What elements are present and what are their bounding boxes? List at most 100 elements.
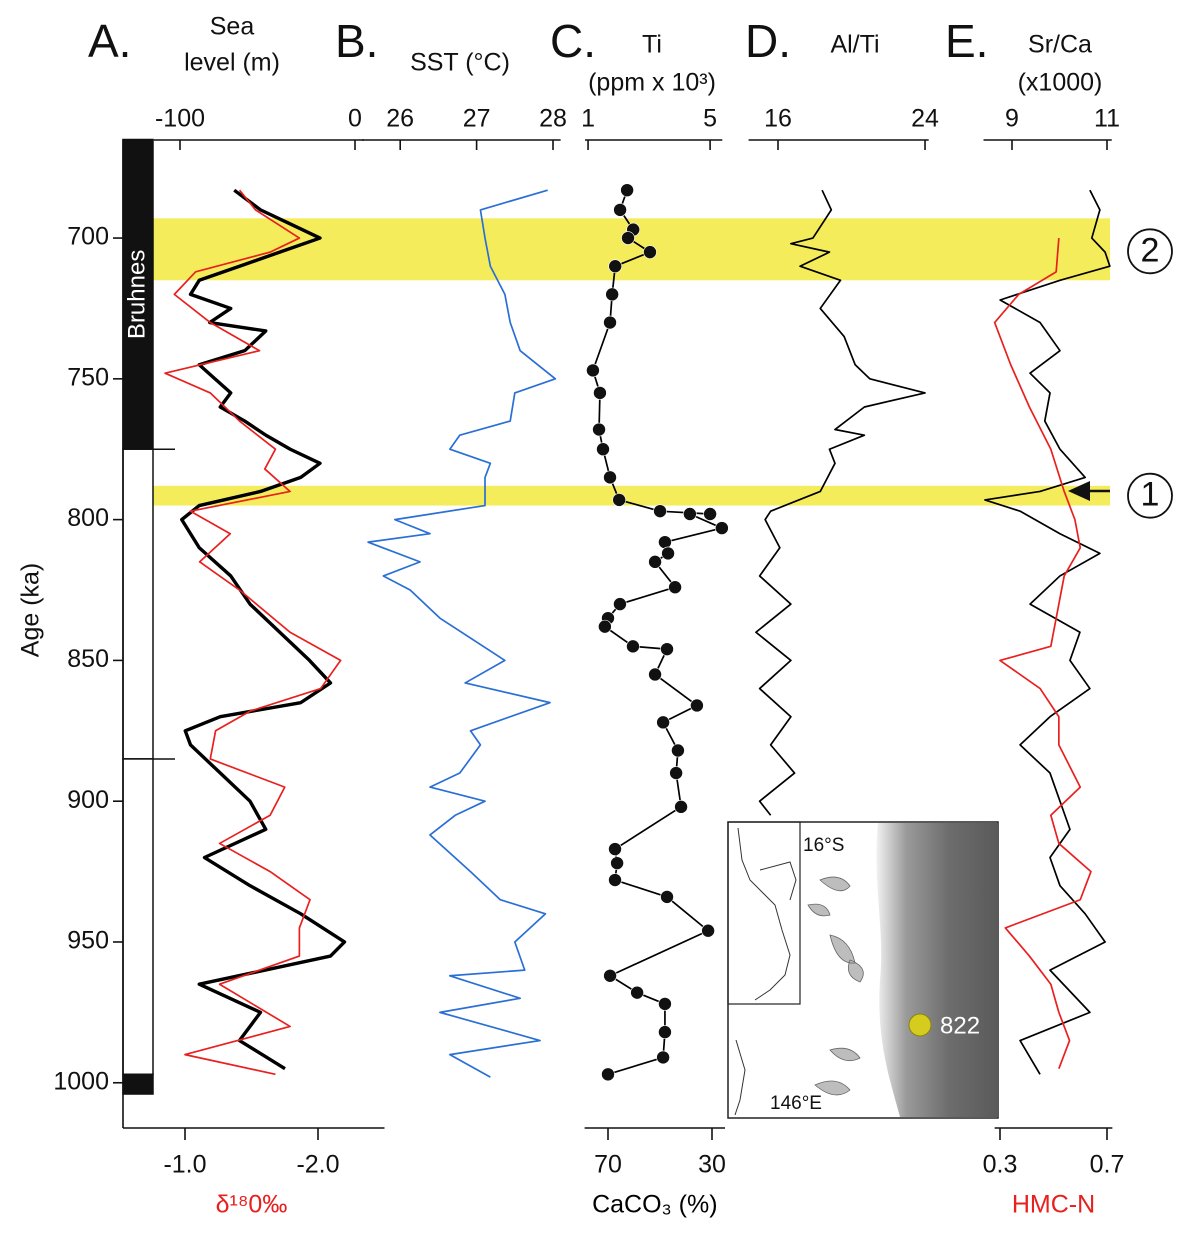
- data-point: [671, 744, 684, 757]
- panel-letter: E.: [945, 15, 988, 67]
- x-tick-label: 5: [703, 105, 717, 133]
- data-point: [704, 507, 717, 520]
- data-point: [602, 1068, 615, 1081]
- x-tick-label: 9: [1005, 105, 1019, 133]
- data-point: [626, 640, 639, 653]
- data-point: [661, 643, 674, 656]
- data-point: [604, 471, 617, 484]
- data-point: [654, 505, 667, 518]
- data-point: [662, 547, 675, 560]
- data-point: [597, 443, 610, 456]
- x2-axis-label: CaCO₃ (%): [592, 1191, 717, 1219]
- data-line: [368, 190, 555, 1077]
- panel-title: level (m): [184, 49, 280, 77]
- panel-title: Al/Ti: [830, 31, 879, 59]
- y-tick-label: 950: [67, 927, 109, 955]
- data-point: [643, 246, 656, 259]
- data-point: [613, 598, 626, 611]
- panel-title: Ti: [642, 31, 662, 59]
- data-point: [586, 364, 599, 377]
- panel-letter: D.: [745, 15, 791, 67]
- x-tick-label: 27: [463, 105, 491, 133]
- event-label: 1: [1141, 476, 1160, 514]
- polarity-chron: [123, 449, 153, 759]
- x-tick-label: 11: [1094, 105, 1120, 133]
- figure: 21Bruhnes7007508008509009501000Age (ka)A…: [0, 0, 1192, 1236]
- x2-tick-label: 30: [698, 1151, 726, 1179]
- data-point: [613, 493, 626, 506]
- x2-axis-label: δ¹⁸0‰: [216, 1191, 288, 1219]
- x2-tick-label: -1.0: [163, 1151, 206, 1179]
- data-line: [165, 190, 341, 1074]
- x2-tick-label: 0.7: [1090, 1151, 1125, 1179]
- data-point: [669, 581, 682, 594]
- polarity-chron: [123, 759, 153, 1074]
- data-point: [614, 203, 627, 216]
- x-tick-label: -100: [155, 105, 205, 133]
- data-point: [649, 668, 662, 681]
- data-point: [604, 969, 617, 982]
- panel-letter: B.: [335, 15, 378, 67]
- data-point: [657, 716, 670, 729]
- panel-title: SST (°C): [410, 49, 510, 77]
- data-point: [649, 555, 662, 568]
- data-point: [609, 843, 622, 856]
- panel-letter: A.: [88, 15, 131, 67]
- data-point: [631, 986, 644, 999]
- x-tick-label: 28: [539, 105, 567, 133]
- data-point: [683, 507, 696, 520]
- x-tick-label: 1: [581, 105, 595, 133]
- data-point: [661, 890, 674, 903]
- data-point: [609, 260, 622, 273]
- y-tick-label: 1000: [53, 1067, 109, 1095]
- x2-tick-label: -2.0: [296, 1151, 339, 1179]
- data-point: [675, 800, 688, 813]
- shelf-edge: [876, 823, 997, 1117]
- data-line: [985, 190, 1110, 1074]
- lon-label: 146°E: [770, 1093, 822, 1114]
- data-point: [658, 1026, 671, 1039]
- data-point: [622, 232, 635, 245]
- y-tick-label: 850: [67, 645, 109, 673]
- y-tick-label: 800: [67, 504, 109, 532]
- data-point: [658, 997, 671, 1010]
- data-point: [690, 699, 703, 712]
- chron-label: Bruhnes: [123, 250, 150, 339]
- x-tick-label: 24: [911, 105, 939, 133]
- x2-tick-label: 70: [594, 1151, 622, 1179]
- x-tick-label: 16: [764, 105, 792, 133]
- data-point: [593, 386, 606, 399]
- panel-title: Sr/Ca: [1028, 31, 1092, 59]
- x2-axis-label: HMC-N: [1012, 1191, 1095, 1219]
- data-line: [182, 190, 345, 1069]
- inset-map: 822 16°S 146°E: [728, 822, 998, 1118]
- data-point: [604, 316, 617, 329]
- panel-title: (x1000): [1018, 69, 1103, 97]
- y-tick-label: 700: [67, 223, 109, 251]
- data-point: [598, 620, 611, 633]
- data-point: [657, 1051, 670, 1064]
- data-point: [670, 767, 683, 780]
- x2-tick-label: 0.3: [983, 1151, 1018, 1179]
- data-point: [611, 857, 624, 870]
- data-point: [658, 536, 671, 549]
- y-tick-label: 750: [67, 363, 109, 391]
- panel-title: (ppm x 10³): [588, 69, 716, 97]
- data-point: [606, 288, 619, 301]
- y-axis-label: Age (ka): [17, 563, 45, 657]
- site-label: 822: [940, 1012, 980, 1039]
- x-tick-label: 26: [386, 105, 414, 133]
- polarity-chron: [123, 1074, 153, 1094]
- event-label: 2: [1141, 231, 1160, 269]
- site-marker: [909, 1014, 931, 1036]
- data-point: [593, 423, 606, 436]
- data-point: [609, 874, 622, 887]
- x-tick-label: 0: [348, 105, 362, 133]
- panel-title: Sea: [210, 13, 255, 41]
- data-point: [715, 522, 728, 535]
- page: {"chart_data": [ {"type": "line", "orien…: [0, 0, 1192, 1236]
- data-point: [621, 184, 634, 197]
- panel-letter: C.: [550, 15, 596, 67]
- lat-label: 16°S: [803, 835, 844, 856]
- data-point: [702, 924, 715, 937]
